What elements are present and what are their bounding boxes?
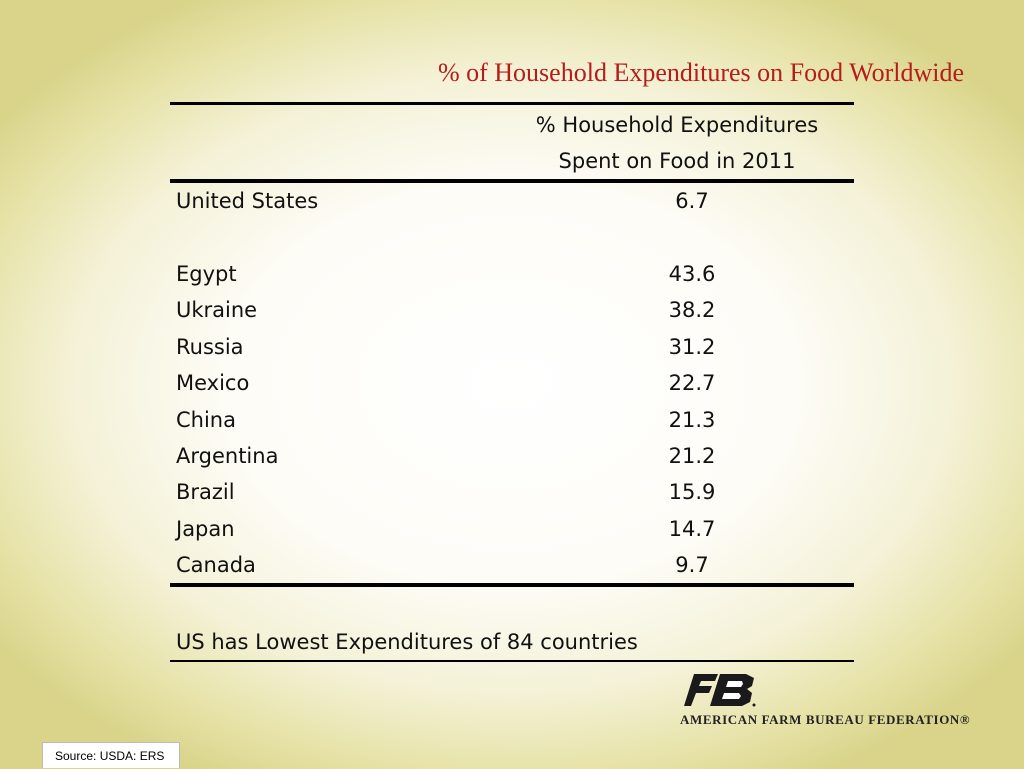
header-empty-cell <box>170 107 500 183</box>
value-cell: 21.2 <box>668 443 716 468</box>
expenditure-table: % Household Expenditures Spent on Food i… <box>170 102 854 662</box>
country-cell: Japan <box>176 516 235 541</box>
logo-text: AMERICAN FARM BUREAU FEDERATION® <box>680 712 971 727</box>
fb-logo-icon <box>684 674 756 707</box>
afbf-logo: AMERICAN FARM BUREAU FEDERATION® <box>680 672 1000 732</box>
spacer-row <box>170 585 854 623</box>
country-cell: United States <box>176 189 319 214</box>
slide-title: % of Household Expenditures on Food Worl… <box>437 58 964 87</box>
column-header-line1: % Household Expenditures <box>535 113 819 137</box>
value-cell: 6.7 <box>675 189 709 214</box>
value-cell: 43.6 <box>668 261 716 286</box>
value-cell: 15.9 <box>668 480 716 505</box>
value-cell: 21.3 <box>668 407 716 432</box>
country-cell: Ukraine <box>176 298 258 323</box>
country-cell: Russia <box>176 334 244 359</box>
country-cell: Argentina <box>176 443 279 468</box>
note-row: US has Lowest Expenditures of 84 countri… <box>170 623 854 662</box>
country-cell: Brazil <box>176 480 235 505</box>
table-row: Russia 31.2 <box>170 329 854 365</box>
country-cell: Egypt <box>176 261 237 286</box>
column-header: % Household Expenditures Spent on Food i… <box>500 107 854 183</box>
country-cell: Mexico <box>176 371 250 396</box>
table-header-row: % Household Expenditures Spent on Food i… <box>170 107 854 183</box>
table-row: Canada 9.7 <box>170 546 854 588</box>
value-cell: 22.7 <box>668 371 716 396</box>
table-row: Japan 14.7 <box>170 511 854 547</box>
source-note: Source: USDA: ERS <box>42 742 180 768</box>
table-row: Egypt 43.6 <box>170 256 854 292</box>
table-row: China 21.3 <box>170 401 854 437</box>
table-row: United States 6.7 <box>170 181 854 219</box>
table-row: Brazil 15.9 <box>170 474 854 510</box>
spacer-row <box>170 219 854 255</box>
country-cell: Canada <box>170 546 500 588</box>
value-cell: 9.7 <box>500 546 854 588</box>
table-row: Mexico 22.7 <box>170 365 854 401</box>
country-cell: China <box>176 407 236 432</box>
value-cell: 14.7 <box>668 516 716 541</box>
table-top-border <box>170 102 854 107</box>
column-header-line2: Spent on Food in 2011 <box>558 149 796 173</box>
table-row: Argentina 21.2 <box>170 438 854 474</box>
table-row: Ukraine 38.2 <box>170 292 854 328</box>
value-cell: 31.2 <box>668 334 716 359</box>
table-note: US has Lowest Expenditures of 84 countri… <box>170 623 854 662</box>
value-cell: 38.2 <box>668 298 716 323</box>
